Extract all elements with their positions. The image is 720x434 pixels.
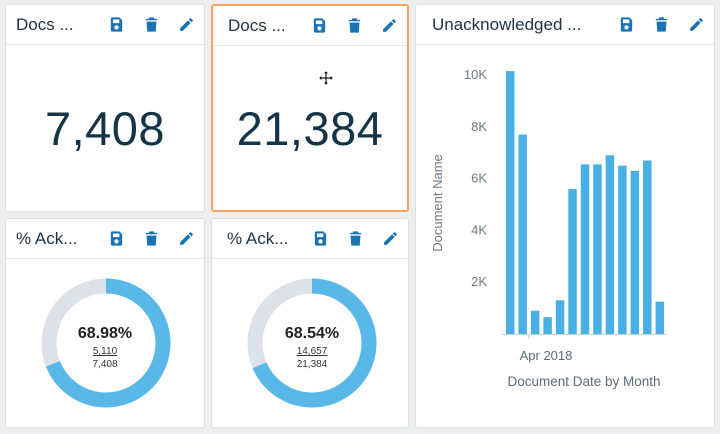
trash-icon[interactable] [344,16,364,36]
y-tick-label: 2K [471,274,487,289]
doc-count-value: 7,408 [44,101,166,155]
edit-icon[interactable] [379,16,399,36]
donut-arc [247,278,377,408]
donut-chart: 68.54% 14,657 21,384 [212,259,408,427]
save-icon[interactable] [616,15,636,35]
bar[interactable] [593,164,602,334]
bar[interactable] [505,71,515,335]
trash-icon[interactable] [141,15,161,35]
save-icon[interactable] [106,15,126,35]
denominator-value: 21,384 [296,359,328,370]
card-header: % Ack... [212,219,408,259]
bar[interactable] [618,165,627,334]
y-tick-label: 6K [471,171,487,186]
bar[interactable] [568,188,577,334]
bar[interactable] [630,170,640,334]
bar[interactable] [655,301,665,334]
card-header: Unacknowledged ... [416,5,714,45]
numerator-value: 5,110 [92,346,118,357]
card-title: % Ack... [227,228,289,248]
denominator-value: 7,408 [92,359,118,370]
save-icon[interactable] [106,229,126,249]
doc-count-value: 21,384 [236,101,384,155]
edit-icon[interactable] [176,229,196,249]
y-tick-label: 8K [471,119,487,134]
edit-icon[interactable] [686,15,706,35]
bar-chart: Document Name Document Date by Month 2K 4… [430,67,666,389]
docs-count-card[interactable]: Docs ... 7,408 [5,4,205,212]
x-axis-label: Document Date by Month [507,374,660,389]
bar[interactable] [530,310,540,334]
card-header: % Ack... [6,219,204,259]
edit-icon[interactable] [176,15,196,35]
y-axis-label: Document Name [430,154,445,252]
bar[interactable] [543,317,552,334]
card-header: Docs ... [6,5,204,45]
y-tick-label: 4K [471,222,487,237]
move-cursor-icon [319,71,333,85]
trash-icon[interactable] [651,15,671,35]
y-tick-label: 10K [464,67,487,82]
ack-percent-card[interactable]: % Ack... 68.98% 5,110 7,408 [5,218,205,428]
bar[interactable] [555,300,565,334]
unacknowledged-chart-card[interactable]: Unacknowledged ... Document Name Documen… [415,4,715,428]
donut-arc [41,278,171,408]
card-title: Unacknowledged ... [432,14,582,34]
docs-count-card-selected[interactable]: Docs ... 21,384 [211,4,409,212]
trash-icon[interactable] [141,229,161,249]
card-title: Docs ... [16,14,74,34]
bar[interactable] [518,134,527,334]
donut-chart: 68.98% 5,110 7,408 [6,259,204,427]
card-title: % Ack... [16,228,78,248]
card-header: Docs ... [213,6,407,46]
ack-percent-card[interactable]: % Ack... 68.54% 14,657 21,384 [211,218,409,428]
bar[interactable] [643,160,652,334]
trash-icon[interactable] [345,229,365,249]
x-tick-label: Apr 2018 [520,348,573,363]
card-title: Docs ... [228,15,286,35]
percent-value: 68.54% [284,325,340,342]
edit-icon[interactable] [380,229,400,249]
percent-value: 68.98% [77,325,133,342]
numerator-value: 14,657 [296,346,328,357]
bar[interactable] [580,164,590,334]
save-icon[interactable] [310,229,330,249]
save-icon[interactable] [309,16,329,36]
bar[interactable] [605,155,615,334]
